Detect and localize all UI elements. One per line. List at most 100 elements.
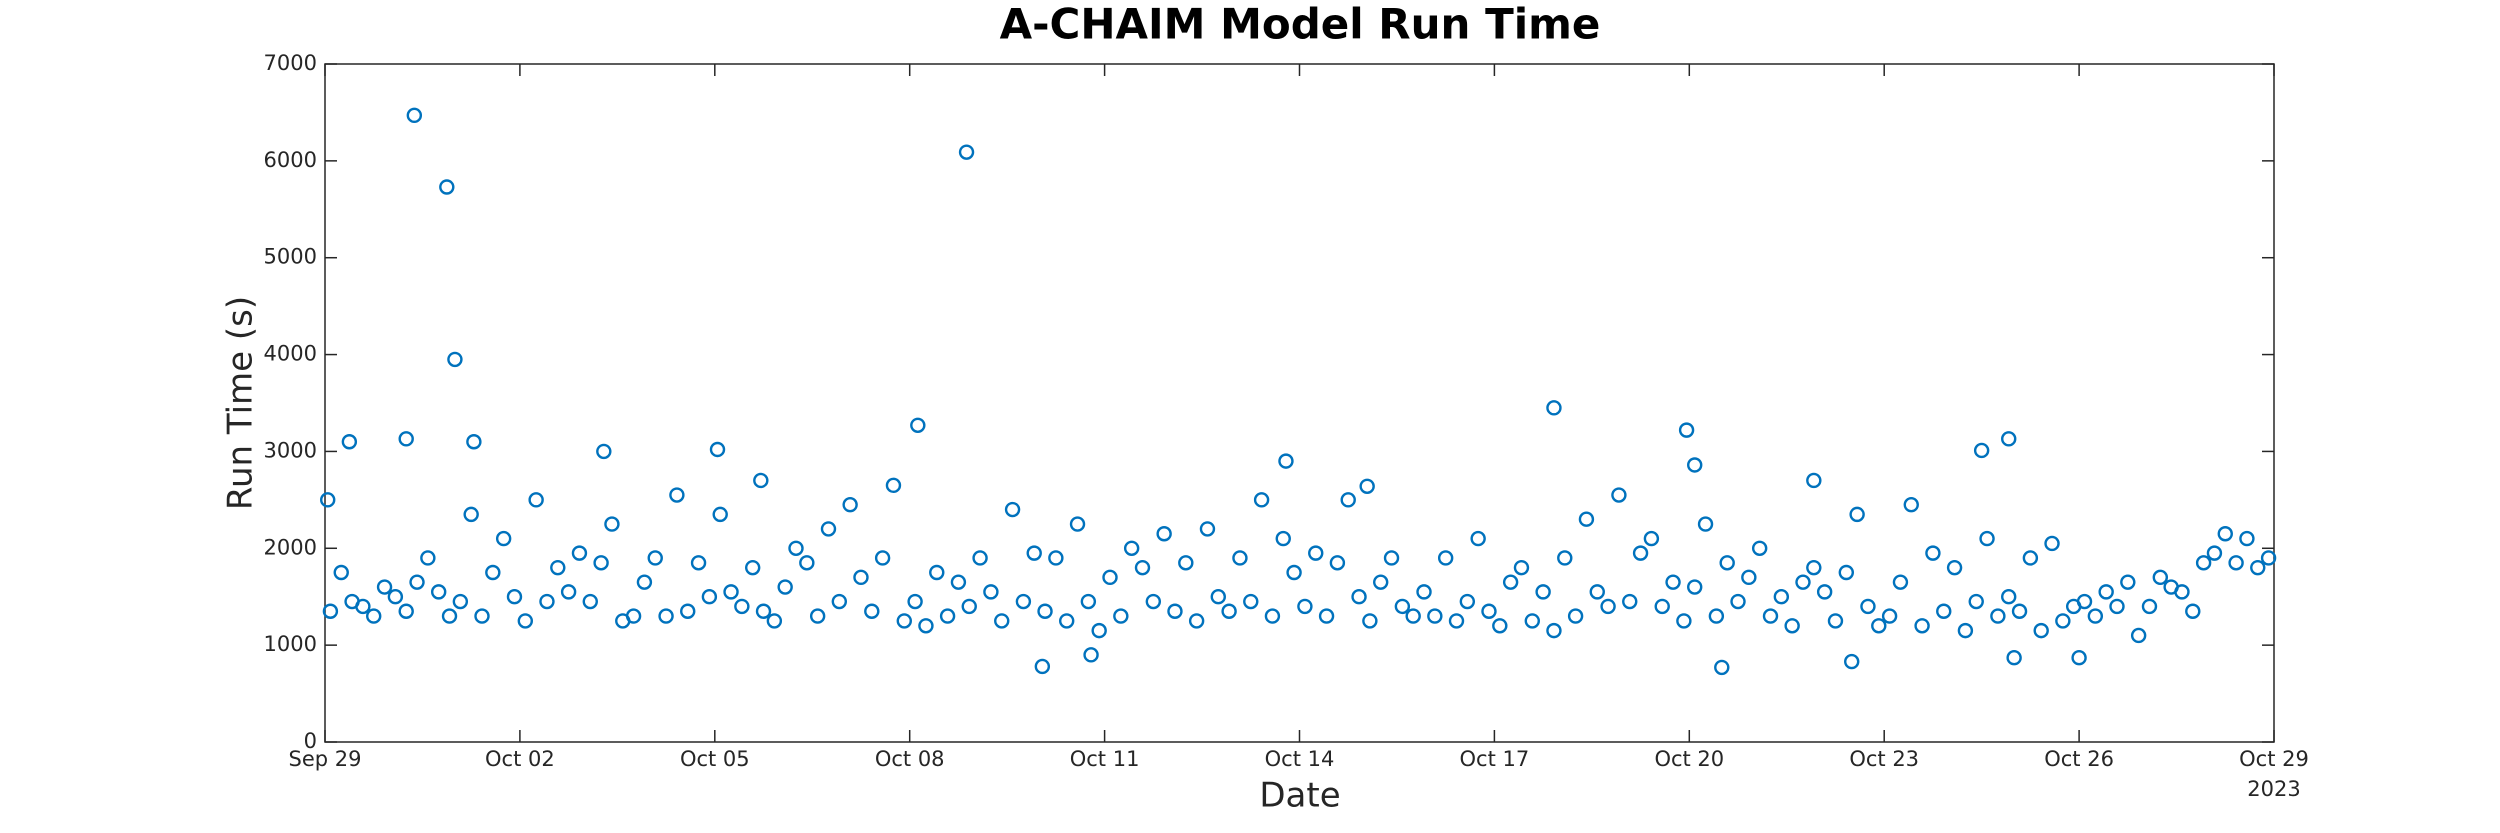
x-tick-label: Oct 23 (1849, 747, 1919, 771)
data-point (1156, 526, 1172, 542)
data-point (1513, 559, 1530, 576)
data-point (939, 608, 956, 624)
data-point (1665, 574, 1681, 590)
data-point (1973, 442, 1990, 459)
data-point (734, 598, 750, 615)
data-point (1719, 555, 1735, 571)
data-point (907, 593, 923, 610)
data-point (658, 608, 674, 624)
data-point (1243, 593, 1259, 610)
data-point (1286, 564, 1302, 581)
data-point (853, 569, 869, 586)
data-point (2141, 598, 2158, 615)
data-point (636, 574, 653, 590)
data-point (701, 589, 718, 605)
data-point (452, 593, 469, 610)
data-point (972, 550, 988, 566)
data-point (1134, 559, 1151, 576)
data-point (1687, 579, 1703, 595)
data-point (755, 603, 772, 619)
data-point (2228, 555, 2244, 571)
data-point (1600, 598, 1616, 615)
data-point (466, 434, 482, 450)
data-point (2109, 598, 2125, 615)
data-point (753, 472, 769, 489)
data-point (1308, 545, 1324, 561)
data-point (1253, 492, 1270, 508)
data-point (506, 589, 523, 605)
data-point (1990, 608, 2006, 624)
x-tick-label: Oct 14 (1265, 747, 1335, 771)
data-point (604, 516, 620, 532)
data-point (1925, 545, 1941, 561)
y-axis-label: Run Time (s) (221, 296, 261, 510)
data-point (1535, 584, 1551, 600)
x-tick-label: Oct 02 (485, 747, 555, 771)
data-point (1708, 608, 1725, 624)
data-point (709, 441, 726, 458)
data-point (1470, 530, 1486, 547)
data-point (2130, 627, 2147, 644)
data-point (958, 144, 975, 160)
data-point (885, 477, 902, 494)
data-point (1849, 506, 1865, 523)
data-point (1557, 550, 1573, 566)
x-axis-label: Date (1259, 776, 1340, 816)
data-point (2055, 613, 2071, 629)
data-point (409, 574, 425, 590)
data-point (842, 497, 858, 513)
data-point (333, 564, 349, 581)
data-point (1795, 574, 1811, 590)
data-point (1567, 608, 1584, 624)
data-point (2174, 584, 2190, 600)
x-tick-label: Oct 26 (2044, 747, 2114, 771)
data-point (1015, 593, 1032, 610)
data-point (2011, 603, 2028, 619)
data-point (910, 417, 926, 433)
data-point (918, 618, 934, 634)
data-point (560, 584, 577, 600)
data-point (355, 598, 371, 615)
data-point (874, 550, 891, 566)
y-tick-label: 3000 (264, 438, 317, 462)
data-point (1687, 457, 1703, 473)
x-tick-label: Oct 11 (1070, 747, 1140, 771)
data-point (1589, 584, 1605, 600)
x-tick-label: Oct 05 (680, 747, 750, 771)
data-point (831, 593, 848, 610)
data-point (1676, 613, 1692, 629)
data-point (1210, 589, 1226, 605)
data-point (1844, 653, 1860, 670)
data-point (2033, 622, 2049, 639)
data-point (2098, 584, 2114, 600)
data-point (1578, 511, 1595, 527)
x-tick-label: Sep 29 (289, 747, 362, 771)
data-point (1102, 569, 1118, 586)
data-point (1373, 574, 1389, 590)
data-point (1881, 608, 1898, 624)
data-point (1199, 521, 1216, 537)
data-point (1459, 593, 1476, 610)
y-tick-label: 4000 (264, 342, 317, 366)
data-point (320, 492, 336, 508)
y-tick-label: 5000 (264, 245, 317, 269)
data-point (517, 613, 534, 629)
data-point (2206, 545, 2223, 561)
data-point (528, 492, 544, 508)
data-point (376, 579, 393, 595)
data-point (1448, 613, 1465, 629)
data-point (596, 443, 612, 460)
data-point (439, 179, 455, 195)
data-point (799, 555, 815, 571)
data-point (495, 530, 512, 547)
data-point (1678, 422, 1695, 438)
data-point (2239, 530, 2255, 547)
data-point (1278, 453, 1294, 469)
data-point (1080, 593, 1097, 610)
data-point (1083, 647, 1099, 663)
y-tick-label: 1000 (264, 632, 317, 656)
data-point (1059, 613, 1075, 629)
data-point (669, 487, 685, 503)
chart-title: A-CHAIM Model Run Time (1000, 0, 1601, 49)
data-point (647, 550, 663, 566)
